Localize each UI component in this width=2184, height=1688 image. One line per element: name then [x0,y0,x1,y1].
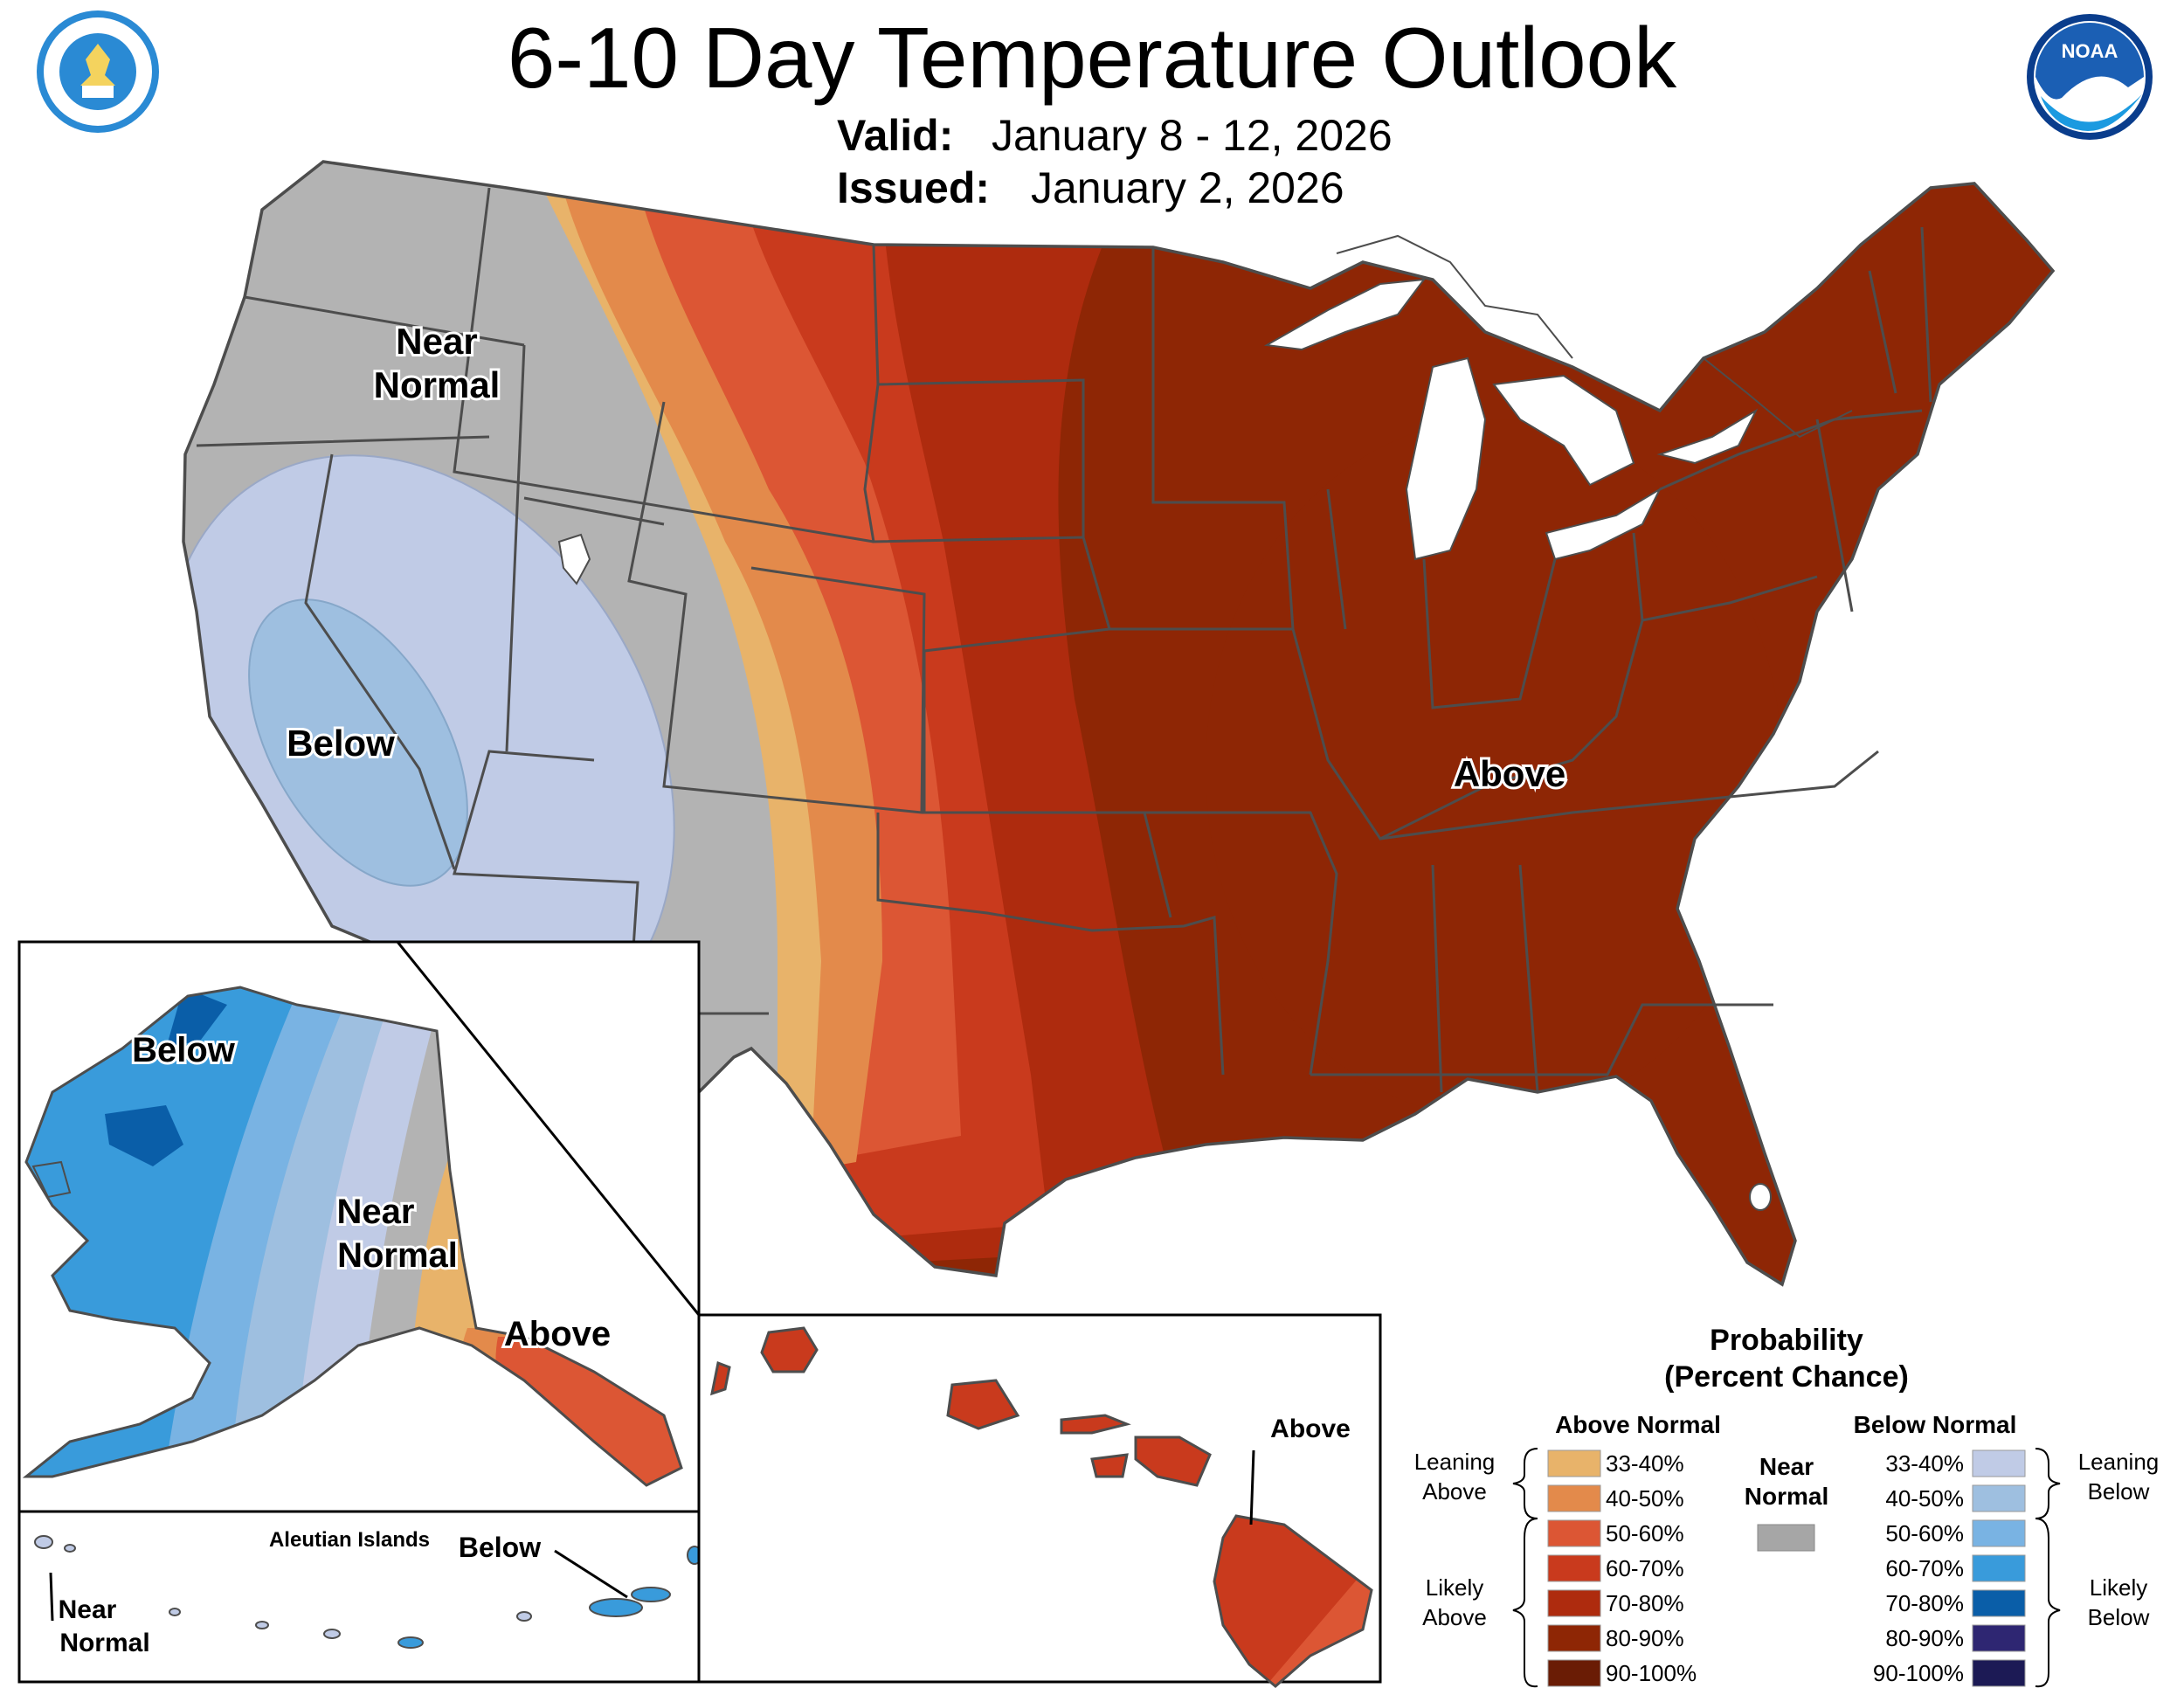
legend-above-swatch [1547,1659,1601,1687]
legend-leaning-above-1: Leaning [1414,1449,1496,1475]
hawaii-inset: Above [697,1313,1382,1688]
issued-label: Issued: [837,163,990,212]
legend-below-swatch [1972,1659,2026,1687]
legend-below-range: 40-50% [1885,1485,1964,1512]
legend-likely-above-2: Above [1422,1604,1487,1630]
legend-above-range: 50-60% [1606,1520,1684,1546]
legend-above-swatch [1547,1484,1601,1512]
legend-below-range: 50-60% [1885,1520,1964,1546]
zone-above-80-90 [1206,419,1782,1118]
brace-likely-above [1512,1518,1538,1688]
zone-below-40-50 [248,598,468,887]
conus-above-label: Above [1454,753,1565,794]
commerce-seal-logo [37,10,159,133]
legend-near-1: Near [1759,1453,1814,1480]
issued-value: January 2, 2026 [1031,163,1344,212]
hawaii-above-label: Above [1270,1415,1351,1443]
conus-near-normal-label-2: Normal [374,364,501,405]
ak-below-label: Below [132,1031,236,1069]
legend-below-swatch [1972,1554,2026,1582]
noaa-logo: NOAA [2027,14,2153,140]
legend-near-swatch [1757,1524,1815,1552]
conus-near-normal-label-1: Near [396,321,477,362]
legend-above-range: 33-40% [1606,1450,1684,1477]
legend-title-2: (Percent Chance) [1664,1360,1909,1394]
legend-near-2: Normal [1745,1483,1828,1510]
conus-below-label: Below [287,723,395,764]
legend-above-range: 60-70% [1606,1555,1684,1581]
brace-leaning-below [2035,1448,2061,1519]
ak-near-label-1: Near [337,1193,415,1231]
legend-below-swatch [1972,1519,2026,1547]
aleutian-near-label-1: Near [59,1595,117,1624]
legend-above-swatch [1547,1449,1601,1477]
legend-above-range: 40-50% [1606,1485,1684,1512]
ak-near-label-2: Normal [337,1236,458,1275]
aleutian-inset: Aleutian Islands Below Near Normal [17,1510,702,1684]
legend-above-range: 90-100% [1606,1660,1697,1686]
alaska-inset: Below Near Normal Above [17,940,701,1513]
legend-below-range: 90-100% [1873,1660,1964,1686]
brace-leaning-above [1512,1448,1538,1519]
legend-above-header: Above Normal [1555,1411,1721,1438]
legend-likely-above-1: Likely [1426,1574,1483,1601]
valid-value: January 8 - 12, 2026 [992,111,1393,160]
legend-likely-below-1: Likely [2090,1574,2147,1601]
aleutian-below-label: Below [459,1532,541,1563]
legend-below-swatch [1972,1624,2026,1652]
legend-title-1: Probability [1710,1324,1863,1357]
legend-above-swatch [1547,1589,1601,1617]
legend-above-range: 80-90% [1606,1625,1684,1651]
legend-below-range: 80-90% [1885,1625,1964,1651]
aleutian-near-label-2: Normal [59,1629,149,1657]
legend-above-swatch [1547,1624,1601,1652]
legend-below-range: 33-40% [1885,1450,1964,1477]
page-title: 6-10 Day Temperature Outlook [508,10,1677,106]
legend-above-swatch [1547,1554,1601,1582]
legend-below-header: Below Normal [1854,1411,2017,1438]
aleutian-title: Aleutian Islands [269,1528,430,1552]
legend-above-swatch [1547,1519,1601,1547]
legend-below-range: 70-80% [1885,1590,1964,1616]
legend-leaning-above-2: Above [1422,1478,1487,1505]
legend-above-range: 70-80% [1606,1590,1684,1616]
brace-likely-below [2035,1518,2061,1688]
state-boundaries [196,187,1932,1093]
legend-below-swatch [1972,1484,2026,1512]
valid-label: Valid: [837,111,953,160]
legend-below-swatch [1972,1449,2026,1477]
ak-above-label: Above [504,1315,611,1353]
legend: Probability (Percent Chance) Above Norma… [1414,1324,2160,1688]
legend-leaning-below-2: Below [2088,1478,2150,1505]
legend-leaning-below-1: Leaning [2078,1449,2160,1475]
noaa-logo-text: NOAA [2062,40,2118,62]
legend-below-range: 60-70% [1885,1555,1964,1581]
great-lakes [1263,278,1759,561]
legend-below-swatch [1972,1589,2026,1617]
legend-likely-below-2: Below [2088,1604,2150,1630]
